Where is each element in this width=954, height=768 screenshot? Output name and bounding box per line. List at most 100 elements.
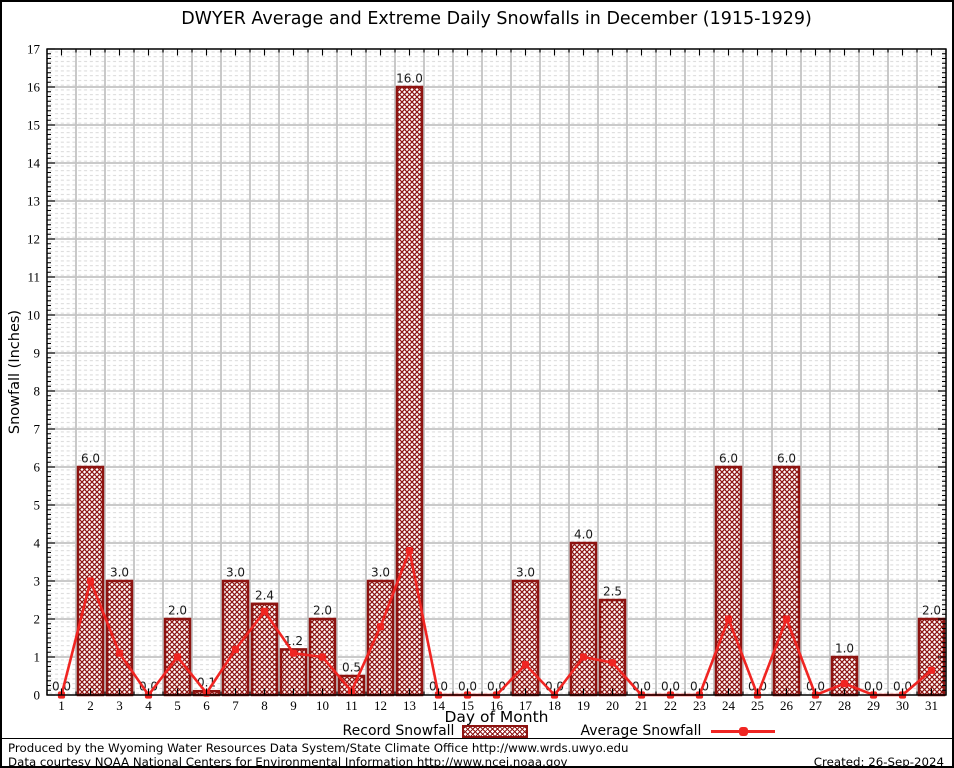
bar-day-13 xyxy=(395,85,424,697)
bar-label-day-17: 3.0 xyxy=(516,566,535,580)
x-axis-title: Day of Month xyxy=(444,708,549,726)
x-tick-label: 27 xyxy=(809,698,823,713)
bar-label-day-10: 2.0 xyxy=(313,604,332,618)
bar-day-20 xyxy=(598,598,627,697)
bar-label-day-15: 0.0 xyxy=(458,680,477,694)
x-tick-label: 18 xyxy=(548,698,561,713)
x-tick-label: 23 xyxy=(693,698,706,713)
x-tick-label: 26 xyxy=(780,698,794,713)
x-tick-label: 15 xyxy=(461,698,474,713)
bar-label-day-1: 0.0 xyxy=(52,680,71,694)
x-tick-label: 24 xyxy=(722,698,736,713)
legend-label-record-snowfall: Record Snowfall xyxy=(342,723,455,739)
bar-label-day-8: 2.4 xyxy=(255,588,274,602)
y-tick-label: 16 xyxy=(27,80,41,95)
y-tick-label: 1 xyxy=(34,650,41,665)
average-marker-day-3 xyxy=(115,649,124,657)
x-tick-label: 30 xyxy=(896,698,909,713)
bar-label-day-5: 2.0 xyxy=(168,604,187,618)
bar-day-19 xyxy=(569,541,598,697)
created-date: Created: 26-Sep-2024 xyxy=(813,755,944,768)
x-tick-label: 2 xyxy=(87,698,94,713)
bar-label-day-3: 3.0 xyxy=(110,566,129,580)
x-tick-label: 9 xyxy=(290,698,297,713)
x-tick-label: 3 xyxy=(116,698,123,713)
average-marker-day-2 xyxy=(86,577,95,585)
bar-day-26 xyxy=(772,465,801,697)
bar-day-3 xyxy=(105,579,134,697)
chart-title: DWYER Average and Extreme Daily Snowfall… xyxy=(181,9,812,29)
bar-label-day-31: 2.0 xyxy=(922,604,941,618)
y-tick-label: 5 xyxy=(34,498,41,513)
y-tick-label: 6 xyxy=(34,460,41,475)
average-marker-day-7 xyxy=(231,645,240,653)
footer-divider xyxy=(2,738,952,739)
average-marker-day-12 xyxy=(376,623,385,631)
y-tick-label: 17 xyxy=(27,42,41,57)
x-tick-label: 19 xyxy=(577,698,590,713)
x-tick-label: 25 xyxy=(751,698,764,713)
legend: Record Snowfall Average Snowfall xyxy=(162,723,952,739)
average-marker-day-26 xyxy=(782,615,791,623)
average-marker-day-9 xyxy=(289,649,298,657)
x-tick-label: 29 xyxy=(867,698,880,713)
legend-label-average-snowfall: Average Snowfall xyxy=(580,723,702,739)
bar-label-day-2: 6.0 xyxy=(81,452,100,466)
x-tick-label: 28 xyxy=(838,698,851,713)
x-tick-label: 31 xyxy=(925,698,938,713)
axis-ticks xyxy=(46,48,947,696)
bar-label-day-28: 1.0 xyxy=(835,642,854,656)
average-marker-day-13 xyxy=(405,547,414,555)
average-marker-day-17 xyxy=(521,661,530,669)
y-tick-label: 0 xyxy=(34,688,41,703)
y-tick-label: 3 xyxy=(34,574,41,589)
bar-value-labels: 0.06.03.00.02.00.13.02.41.22.00.53.016.0… xyxy=(52,72,941,694)
x-tick-label: 6 xyxy=(203,698,210,713)
x-tick-label: 5 xyxy=(174,698,181,713)
average-marker-day-28 xyxy=(840,680,849,688)
y-tick-label: 7 xyxy=(34,422,41,437)
x-tick-label: 14 xyxy=(432,698,446,713)
bar-label-day-7: 3.0 xyxy=(226,566,245,580)
bar-label-day-11: 0.5 xyxy=(342,661,361,675)
bar-day-2 xyxy=(76,465,105,697)
y-tick-label: 15 xyxy=(27,118,40,133)
bar-label-day-20: 2.5 xyxy=(603,585,622,599)
record-snowfall-bars xyxy=(76,85,946,697)
y-tick-label: 11 xyxy=(27,270,40,285)
average-marker-day-24 xyxy=(724,615,733,623)
average-snowfall-marker-icon xyxy=(739,726,749,736)
footer-produced-by: Produced by the Wyoming Water Resources … xyxy=(8,741,629,755)
footer-data-courtesy: Data courtesy NOAA National Centers for … xyxy=(8,755,568,768)
x-tick-label: 4 xyxy=(145,698,152,713)
average-marker-day-10 xyxy=(318,653,327,661)
y-tick-label: 2 xyxy=(34,612,41,627)
x-tick-label: 13 xyxy=(403,698,416,713)
average-marker-day-20 xyxy=(608,659,617,667)
x-tick-label: 10 xyxy=(316,698,329,713)
y-tick-label: 9 xyxy=(34,346,41,361)
average-marker-day-19 xyxy=(579,653,588,661)
average-marker-day-5 xyxy=(173,653,182,661)
y-tick-label: 10 xyxy=(27,308,40,323)
record-snowfall-hatch-swatch-icon xyxy=(462,724,529,738)
x-tick-label: 21 xyxy=(635,698,648,713)
bar-label-day-22: 0.0 xyxy=(661,680,680,694)
y-tick-label: 8 xyxy=(34,384,41,399)
x-tick-label: 8 xyxy=(261,698,268,713)
y-tick-label: 13 xyxy=(27,194,40,209)
bar-label-day-26: 6.0 xyxy=(777,452,796,466)
bar-label-day-19: 4.0 xyxy=(574,528,593,542)
x-tick-label: 22 xyxy=(664,698,677,713)
bar-label-day-14: 0.0 xyxy=(429,680,448,694)
bar-day-17 xyxy=(511,579,540,697)
bar-day-12 xyxy=(366,579,395,697)
x-tick-label: 7 xyxy=(232,698,239,713)
y-tick-label: 14 xyxy=(27,156,41,171)
average-marker-day-8 xyxy=(260,607,269,615)
average-marker-day-31 xyxy=(927,666,936,674)
y-tick-label: 12 xyxy=(27,232,40,247)
plot-background xyxy=(47,49,946,695)
